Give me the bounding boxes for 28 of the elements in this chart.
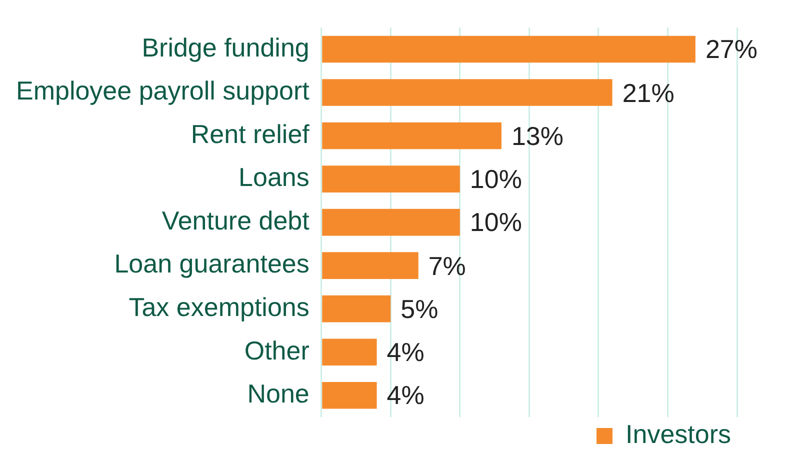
y-tick-label: Loans (238, 162, 310, 192)
bar (322, 166, 460, 192)
bar (322, 382, 377, 409)
bar (322, 122, 502, 150)
bar (322, 338, 377, 366)
bar (322, 208, 460, 236)
data-label: 5% (400, 294, 438, 324)
data-label: 27% (705, 34, 758, 64)
bar (322, 252, 418, 279)
data-label: 4% (386, 337, 424, 368)
data-label: 10% (470, 164, 522, 194)
y-tick-label: Loan guarantees (114, 248, 310, 279)
y-tick-label: None (247, 378, 310, 409)
y-tick-label: Venture debt (162, 205, 310, 236)
y-tick-label: Employee payroll support (16, 76, 310, 106)
y-tick-label: Other (244, 335, 310, 366)
data-label: 4% (386, 380, 424, 410)
bar (322, 295, 391, 322)
data-label: 21% (622, 78, 674, 108)
legend-label: Investors (626, 419, 732, 450)
y-tick-label: Bridge funding (142, 32, 310, 62)
data-label: 13% (511, 120, 564, 151)
data-label: 7% (428, 250, 466, 281)
data-label: 10% (470, 207, 522, 238)
y-tick-label: Tax exemptions (128, 292, 310, 322)
y-tick-label: Rent relief (190, 118, 310, 149)
bar (322, 79, 612, 106)
bar (322, 36, 696, 63)
